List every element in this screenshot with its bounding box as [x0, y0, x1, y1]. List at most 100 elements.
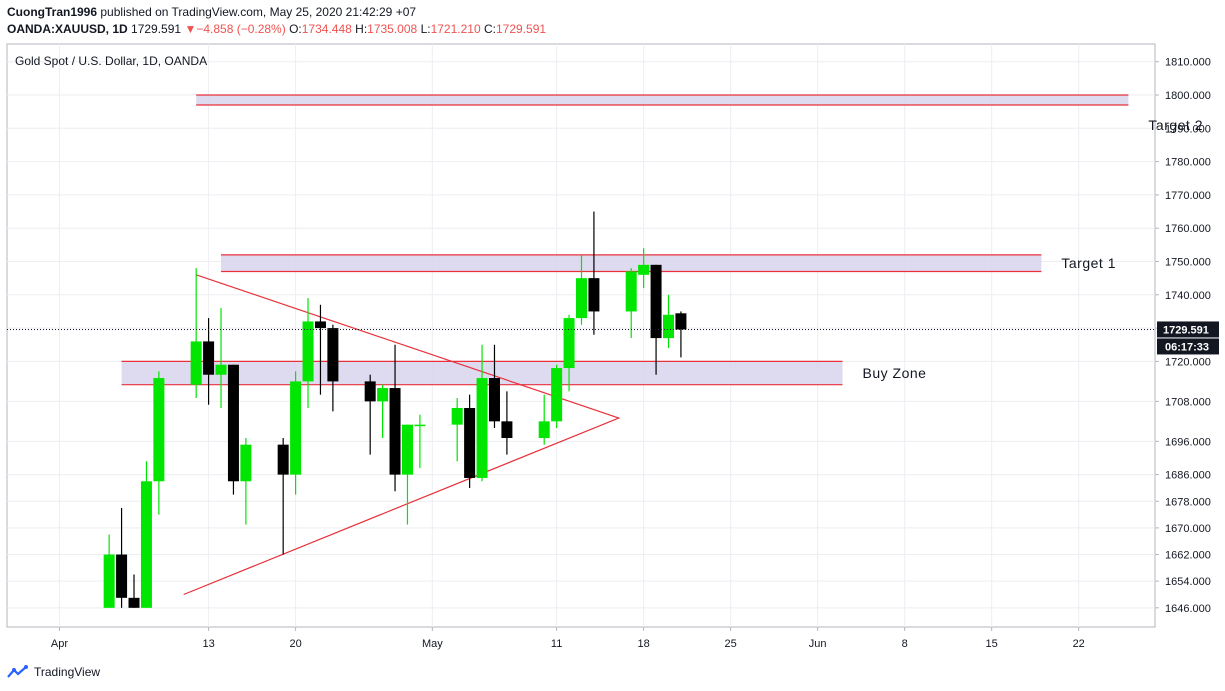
candle-body: [488, 378, 500, 422]
x-tick-label: May: [422, 638, 443, 650]
zone-box: [221, 254, 1042, 272]
candle-body: [140, 481, 152, 608]
candle-body: [116, 554, 128, 598]
y-tick-label: 1770.000: [1165, 190, 1211, 202]
countdown-label: 06:17:33: [1165, 341, 1209, 353]
x-tick-label: Apr: [51, 638, 68, 650]
x-tick-label: 25: [725, 638, 737, 650]
close-label: C:: [483, 22, 496, 36]
price-chart[interactable]: Buy Zone Target 1 Target 2 1646.000 1654.00…: [0, 0, 1225, 660]
y-tick-label: 1800.000: [1165, 90, 1211, 102]
close-value: 1729.591: [495, 22, 547, 36]
candle-body: [277, 444, 289, 475]
zone-box: [196, 95, 1129, 105]
y-tick-label: 1678.000: [1165, 496, 1211, 508]
y-tick-label: 1810.000: [1165, 57, 1211, 69]
candle-body: [638, 264, 650, 275]
tradingview-logo[interactable]: TradingView: [6, 664, 100, 680]
candle-body: [414, 424, 426, 427]
price-change: −4.858 (−0.28%): [196, 22, 286, 36]
published-text: published on TradingView.com, May 25, 20…: [100, 5, 417, 19]
x-tick-label: Jun: [809, 638, 827, 650]
x-tick-label: 22: [1073, 638, 1085, 650]
candle-body: [476, 378, 488, 478]
y-tick-label: 1750.000: [1165, 257, 1211, 269]
y-tick-label: 1780.000: [1165, 157, 1211, 169]
candle-body: [389, 388, 401, 475]
candle-body: [663, 314, 674, 339]
high-value: 1735.008: [367, 22, 418, 36]
arrow-down-icon: ▼: [184, 22, 197, 36]
last-price-tag-label: 1729.591: [1163, 324, 1209, 336]
author-name[interactable]: CuongTran1996: [7, 5, 98, 19]
candle-body: [327, 328, 339, 382]
triangle-pattern: [183, 274, 621, 596]
high-label: H:: [355, 22, 368, 36]
ohlc-legend: OANDA:XAUUSD, 1D 1729.591 ▼−4.858 (−0.28…: [7, 22, 546, 36]
axes-layer: 1646.000 1654.000 1662.000 1670.000 1678.000…: [7, 57, 1219, 650]
plot-frame: [6, 43, 1156, 628]
candle-body: [302, 321, 314, 382]
candle-body: [377, 388, 389, 402]
tradingview-logo-icon: [7, 665, 28, 678]
y-tick-label: 1708.000: [1165, 396, 1211, 408]
candle-body: [190, 341, 202, 385]
y-tick-label: 1790.000: [1165, 123, 1211, 135]
x-tick-label: 18: [638, 638, 650, 650]
candle-body: [215, 364, 227, 375]
zone-label: Target 1: [1061, 255, 1116, 271]
x-tick-label: 11: [551, 638, 562, 650]
tradingview-brand: TradingView: [34, 665, 101, 679]
candle-body: [538, 421, 550, 438]
zone-label: Buy Zone: [863, 365, 927, 381]
y-tick-label: 1720.000: [1165, 356, 1211, 368]
candles-layer: [103, 211, 687, 608]
chart-title: Gold Spot / U.S. Dollar, 1D, OANDA: [15, 54, 207, 68]
candle-body: [227, 364, 239, 482]
chart-grid: [6, 43, 1156, 628]
x-tick-label: 20: [289, 638, 301, 650]
candle-body: [501, 421, 513, 438]
x-tick-label: 8: [902, 638, 908, 650]
zone-label: Target 2: [1148, 117, 1203, 133]
publish-info: CuongTran1996 published on TradingView.c…: [7, 5, 416, 19]
candle-body: [464, 408, 476, 478]
triangle-lines: [183, 274, 621, 596]
x-tick-label: 13: [202, 638, 214, 650]
countdown-tag: [1157, 338, 1219, 355]
low-value: 1721.210: [430, 22, 481, 36]
x-tick-label: 15: [986, 638, 998, 650]
candle-body: [103, 554, 115, 608]
y-tick-label: 1696.000: [1165, 436, 1211, 448]
candle-body: [588, 278, 600, 312]
y-tick-label: 1654.000: [1165, 576, 1211, 588]
low-label: L:: [420, 22, 431, 36]
candle-body: [240, 444, 252, 482]
candle-body: [575, 278, 587, 319]
candle-body: [153, 378, 165, 482]
y-tick-label: 1662.000: [1165, 550, 1211, 562]
symbol-label: OANDA:XAUUSD, 1D: [7, 22, 128, 36]
candle-body: [625, 271, 637, 312]
y-tick-label: 1646.000: [1165, 603, 1211, 615]
candle-body: [401, 424, 413, 475]
candle-body: [551, 368, 563, 422]
y-tick-label: 1686.000: [1165, 470, 1211, 482]
candle-body: [128, 597, 140, 608]
last-price-tag: [1157, 321, 1219, 338]
candle-body: [290, 381, 302, 475]
candle-body: [314, 321, 326, 329]
candle-body: [563, 318, 575, 369]
candle-body: [451, 408, 463, 425]
zones-layer: Buy Zone Target 1 Target 2: [121, 94, 1203, 386]
y-tick-label: 1740.000: [1165, 290, 1211, 302]
candle-body: [675, 313, 687, 330]
open-value: 1734.448: [301, 22, 352, 36]
candle-body: [364, 381, 376, 402]
open-label: O:: [289, 22, 302, 36]
candle-body: [203, 341, 215, 375]
candle-body: [650, 264, 662, 339]
last-price: 1729.591: [131, 22, 182, 36]
y-tick-label: 1760.000: [1165, 223, 1211, 235]
y-tick-label: 1670.000: [1165, 523, 1211, 535]
